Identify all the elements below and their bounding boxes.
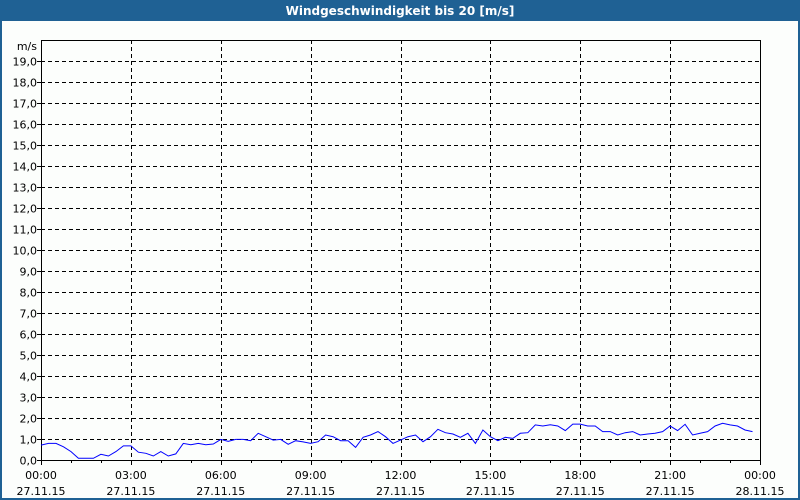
x-tick-label-date: 27.11.15: [286, 485, 335, 498]
x-tick-label-date: 27.11.15: [17, 485, 66, 498]
y-tick-label: 15,0: [13, 140, 38, 153]
x-tick-label-time: 03:00: [115, 469, 147, 482]
x-tick-label-time: 06:00: [205, 469, 237, 482]
x-tick-label-time: 21:00: [654, 469, 686, 482]
x-tick-label-date: 27.11.15: [106, 485, 155, 498]
y-tick-label: 13,0: [13, 182, 38, 195]
x-tick-label-time: 15:00: [475, 469, 507, 482]
chart-title: Windgeschwindigkeit bis 20 [m/s]: [2, 2, 798, 21]
y-tick-label: 12,0: [13, 203, 38, 216]
x-tick-label-date: 27.11.15: [466, 485, 515, 498]
x-tick-label-time: 18:00: [564, 469, 596, 482]
y-tick-label: 11,0: [13, 224, 38, 237]
y-tick-label: 19,0: [13, 56, 38, 69]
y-tick-label: 2,0: [20, 413, 38, 426]
x-tick-label-date: 28.11.15: [736, 485, 785, 498]
plot-area-border: [41, 40, 761, 461]
x-tick-label-time: 00:00: [25, 469, 57, 482]
x-tick-label-date: 27.11.15: [556, 485, 605, 498]
x-tick-label-time: 09:00: [295, 469, 327, 482]
x-tick-label-time: 00:00: [744, 469, 776, 482]
x-tick-label-date: 27.11.15: [376, 485, 425, 498]
y-tick-label: 5,0: [20, 350, 38, 363]
y-tick-label: 3,0: [20, 392, 38, 405]
y-tick-label: 18,0: [13, 77, 38, 90]
y-tick-label: 6,0: [20, 329, 38, 342]
x-tick-label-time: 12:00: [385, 469, 417, 482]
y-axis-label: m/s: [17, 40, 37, 53]
y-tick-label: 9,0: [20, 266, 38, 279]
y-tick-label: 8,0: [20, 287, 38, 300]
y-tick-label: 16,0: [13, 119, 38, 132]
x-tick-label-date: 27.11.15: [196, 485, 245, 498]
x-tick-label-date: 27.11.15: [646, 485, 695, 498]
y-tick-label: 14,0: [13, 161, 38, 174]
y-tick-label: 4,0: [20, 371, 38, 384]
y-tick-label: 7,0: [20, 308, 38, 321]
y-tick-label: 17,0: [13, 98, 38, 111]
y-tick-label: 1,0: [20, 434, 38, 447]
y-tick-label: 10,0: [13, 245, 38, 258]
series-line: [40, 422, 753, 459]
y-tick-label: 0,0: [20, 455, 38, 468]
